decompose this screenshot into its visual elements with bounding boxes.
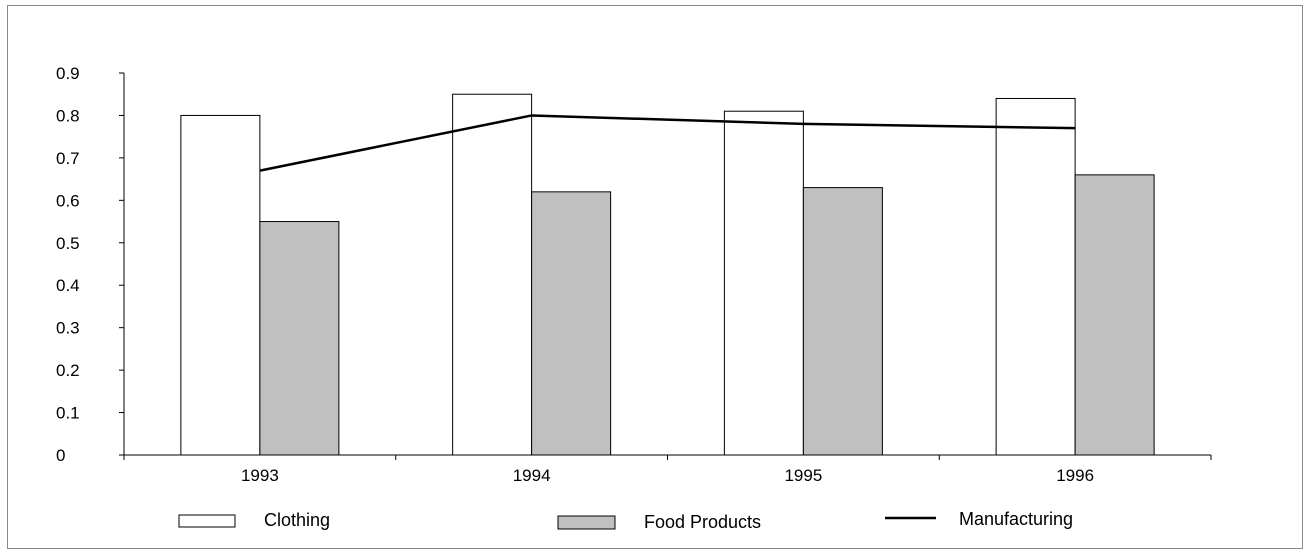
legend-swatch-clothing [179, 515, 235, 527]
y-tick-label: 0.9 [56, 64, 80, 83]
legend-label-food-products: Food Products [644, 512, 761, 532]
lines [260, 115, 1075, 170]
x-tick-label: 1994 [513, 466, 551, 485]
y-tick-label: 0 [56, 446, 65, 465]
bar-clothing-1996 [996, 98, 1075, 455]
bar-clothing-1995 [724, 111, 803, 455]
legend-label-manufacturing: Manufacturing [959, 509, 1073, 529]
x-ticks: 1993 1994 1995 1996 [124, 455, 1211, 485]
bar-food-products-1994 [532, 192, 611, 455]
bar-food-products-1995 [803, 188, 882, 455]
legend-label-clothing: Clothing [264, 510, 330, 530]
chart-frame: 0 0.1 0.2 0.3 0.4 0.5 0.6 0.7 0.8 0.9 1993 1994 199… [7, 5, 1303, 549]
bar-food-products-1993 [260, 222, 339, 455]
bar-food-products-1996 [1075, 175, 1154, 455]
bars [181, 94, 1154, 455]
y-tick-label: 0.7 [56, 149, 80, 168]
bar-clothing-1993 [181, 115, 260, 455]
y-ticks: 0 0.1 0.2 0.3 0.4 0.5 0.6 0.7 0.8 0.9 [56, 64, 124, 465]
y-tick-label: 0.3 [56, 319, 80, 338]
bar-clothing-1994 [453, 94, 532, 455]
x-tick-label: 1993 [241, 466, 279, 485]
x-tick-label: 1995 [784, 466, 822, 485]
y-tick-label: 0.8 [56, 106, 80, 125]
y-tick-label: 0.6 [56, 191, 80, 210]
y-tick-label: 0.2 [56, 361, 80, 380]
x-tick-label: 1996 [1056, 466, 1094, 485]
legend-swatch-food-products [558, 516, 615, 529]
line-manufacturing [260, 115, 1075, 170]
legend: Clothing Food Products Manufacturing [179, 509, 1073, 532]
y-tick-label: 0.5 [56, 234, 80, 253]
y-tick-label: 0.1 [56, 404, 80, 423]
chart-svg: 00.10.20.30.40.50.60.70.80.9 1993 1994 199… [8, 6, 1304, 550]
y-tick-label: 0.4 [56, 276, 80, 295]
